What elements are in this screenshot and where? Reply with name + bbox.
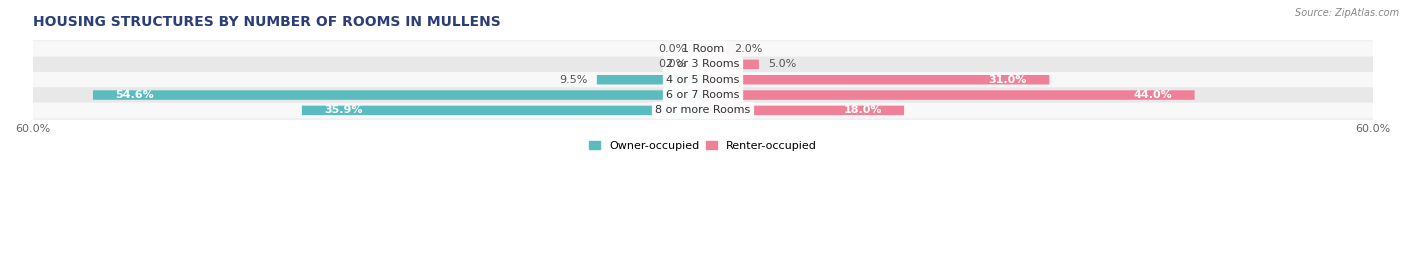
FancyBboxPatch shape xyxy=(93,90,703,100)
Text: 0.0%: 0.0% xyxy=(658,59,686,69)
FancyBboxPatch shape xyxy=(32,72,1374,87)
Text: 1 Room: 1 Room xyxy=(682,44,724,54)
Text: 35.9%: 35.9% xyxy=(325,105,363,115)
Text: 2.0%: 2.0% xyxy=(734,44,762,54)
Text: 6 or 7 Rooms: 6 or 7 Rooms xyxy=(666,90,740,100)
Text: 0.0%: 0.0% xyxy=(658,44,686,54)
Text: 8 or more Rooms: 8 or more Rooms xyxy=(655,105,751,115)
Text: 18.0%: 18.0% xyxy=(844,105,882,115)
FancyBboxPatch shape xyxy=(703,106,904,115)
Text: 4 or 5 Rooms: 4 or 5 Rooms xyxy=(666,75,740,85)
FancyBboxPatch shape xyxy=(703,44,725,54)
FancyBboxPatch shape xyxy=(703,60,759,69)
FancyBboxPatch shape xyxy=(32,87,1374,103)
Text: 44.0%: 44.0% xyxy=(1133,90,1173,100)
FancyBboxPatch shape xyxy=(32,57,1374,72)
FancyBboxPatch shape xyxy=(703,90,1195,100)
FancyBboxPatch shape xyxy=(302,106,703,115)
Text: Source: ZipAtlas.com: Source: ZipAtlas.com xyxy=(1295,8,1399,18)
Text: 54.6%: 54.6% xyxy=(115,90,155,100)
Text: 31.0%: 31.0% xyxy=(988,75,1026,85)
Text: 5.0%: 5.0% xyxy=(768,59,796,69)
FancyBboxPatch shape xyxy=(703,75,1049,84)
FancyBboxPatch shape xyxy=(32,41,1374,57)
Text: 2 or 3 Rooms: 2 or 3 Rooms xyxy=(666,59,740,69)
Legend: Owner-occupied, Renter-occupied: Owner-occupied, Renter-occupied xyxy=(585,136,821,155)
Text: HOUSING STRUCTURES BY NUMBER OF ROOMS IN MULLENS: HOUSING STRUCTURES BY NUMBER OF ROOMS IN… xyxy=(32,15,501,29)
FancyBboxPatch shape xyxy=(32,103,1374,118)
FancyBboxPatch shape xyxy=(598,75,703,84)
Text: 9.5%: 9.5% xyxy=(560,75,588,85)
